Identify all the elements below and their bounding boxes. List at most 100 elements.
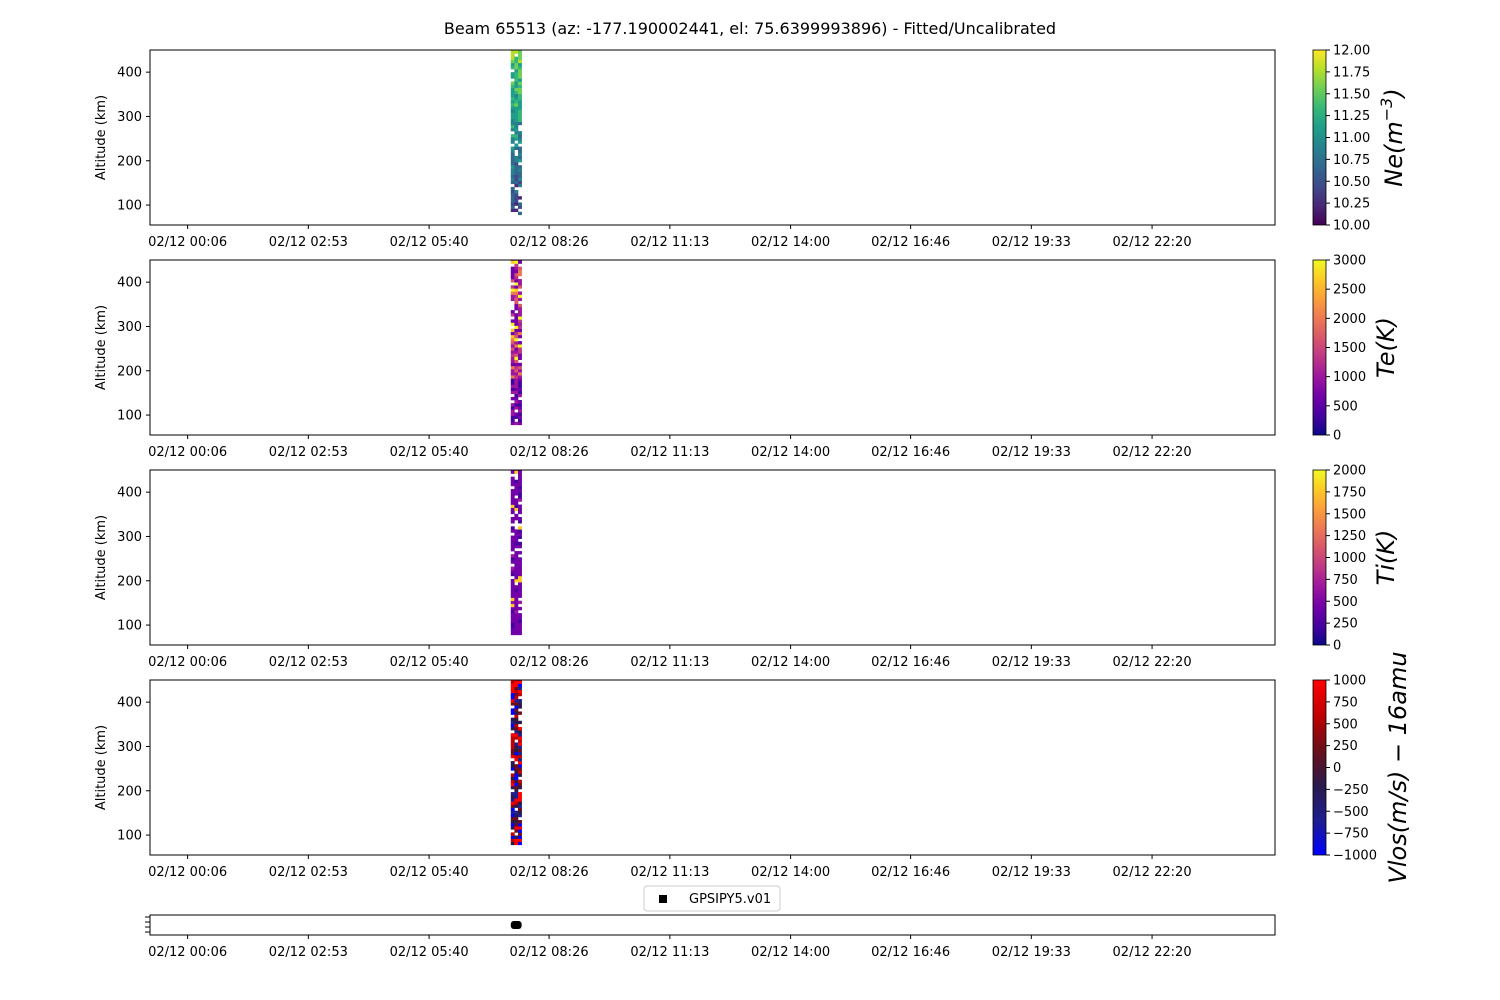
heatmap-cell xyxy=(514,158,519,163)
heatmap-cell xyxy=(510,205,515,209)
heatmap-cell xyxy=(518,350,522,354)
heatmap-cell xyxy=(514,541,519,546)
panel-frame xyxy=(149,49,1276,226)
heatmap-cell xyxy=(514,723,519,728)
heatmap-cell xyxy=(518,81,522,85)
heatmap-cell xyxy=(510,81,515,85)
y-axis-label: Altitude (km) xyxy=(94,515,109,600)
heatmap-cell xyxy=(514,628,519,633)
heatmap-cell xyxy=(518,479,522,484)
heatmap-cell xyxy=(514,100,519,104)
heatmap-cell xyxy=(510,489,515,493)
heatmap-cell xyxy=(514,578,519,583)
heatmap-cell xyxy=(518,476,522,481)
heatmap-cell xyxy=(510,359,515,364)
heatmap-cell xyxy=(518,168,522,172)
heatmap-cell xyxy=(510,334,515,339)
heatmap-cell xyxy=(514,93,519,98)
heatmap-cell xyxy=(514,124,519,129)
heatmap-cell xyxy=(510,619,515,623)
heatmap-cell xyxy=(510,381,515,385)
heatmap-cell xyxy=(510,50,515,54)
heatmap-cell xyxy=(510,764,515,768)
heatmap-cell xyxy=(514,294,519,298)
heatmap-cell xyxy=(510,415,515,419)
colorbar xyxy=(1312,259,1327,436)
heatmap-cell xyxy=(514,816,519,821)
x-tick-label: 02/12 14:00 xyxy=(751,235,830,250)
heatmap-cell xyxy=(518,770,522,774)
heatmap-cell xyxy=(514,331,519,336)
y-tick-label: 100 xyxy=(117,619,142,634)
heatmap-cell xyxy=(518,492,522,496)
heatmap-cell xyxy=(510,535,515,539)
heatmap-cell xyxy=(514,375,519,379)
heatmap-cell xyxy=(518,736,522,740)
heatmap-cell xyxy=(518,751,522,756)
heatmap-cell xyxy=(514,84,519,88)
x-ticks: 02/12 00:06 02/12 02:53 02/12 05:40 02/12 0… xyxy=(148,435,1192,460)
heatmap-cell xyxy=(510,554,515,558)
heatmap-cell xyxy=(510,560,515,564)
heatmap-cell xyxy=(514,72,519,76)
colorbar-ticks: 0 500 1000 1500 2000 2500 3000 xyxy=(1326,254,1366,444)
heatmap-cell xyxy=(514,269,519,274)
x-tick-label: 02/12 16:46 xyxy=(871,655,950,670)
heatmap-cell xyxy=(514,826,519,830)
heatmap-cell xyxy=(518,106,522,110)
heatmap-cell xyxy=(518,282,522,286)
colorbar-tick-label: −250 xyxy=(1333,783,1369,798)
heatmap-cell xyxy=(518,689,522,694)
heatmap-cell xyxy=(518,832,522,836)
heatmap-cell xyxy=(518,131,522,135)
colorbar-tick-label: 10.00 xyxy=(1333,219,1370,234)
heatmap-cell xyxy=(518,680,522,684)
heatmap-cell xyxy=(518,594,522,598)
heatmap-cell xyxy=(514,482,519,487)
heatmap-cell xyxy=(514,585,519,589)
heatmap-cell xyxy=(510,516,515,521)
heatmap-cell xyxy=(518,93,522,98)
heatmap-cell xyxy=(510,100,515,104)
colorbar-ticks: 1000 750 500 250 0 −250 −500 −750 −1000 xyxy=(1326,674,1377,864)
colorbar xyxy=(1312,469,1327,646)
heatmap-cell xyxy=(518,87,522,92)
heatmap-cell xyxy=(518,798,522,802)
heatmap-cell xyxy=(518,196,522,200)
x-tick-label: 02/12 11:13 xyxy=(630,235,709,250)
heatmap-cell xyxy=(518,613,522,617)
heatmap-cell xyxy=(518,72,522,76)
heatmap-cell xyxy=(518,421,522,426)
heatmap-cell xyxy=(510,622,515,626)
heatmap-cell xyxy=(518,381,522,385)
heatmap-cell xyxy=(518,498,522,502)
colorbar-tick-label: 10.75 xyxy=(1333,153,1370,168)
heatmap-cell xyxy=(514,529,519,533)
heatmap-cell xyxy=(510,103,515,107)
heatmap-cell xyxy=(514,686,519,691)
timeline-data-marker xyxy=(510,921,522,929)
heatmap-cell xyxy=(514,613,519,617)
heatmap-cell xyxy=(514,616,519,620)
heatmap-cell xyxy=(510,90,515,95)
heatmap-cell xyxy=(518,313,522,317)
heatmap-cell xyxy=(514,501,519,505)
heatmap-cell xyxy=(514,489,519,493)
heatmap-cell xyxy=(518,495,522,499)
heatmap-cell xyxy=(510,826,515,830)
heatmap-cell xyxy=(518,115,522,119)
heatmap-cell xyxy=(518,180,522,185)
x-tick-label: 02/12 16:46 xyxy=(871,235,950,250)
heatmap-cell xyxy=(510,202,515,206)
x-tick-label: 02/12 16:46 xyxy=(871,945,950,960)
heatmap-cell xyxy=(514,544,519,549)
heatmap-cell xyxy=(518,328,522,333)
heatmap-cell xyxy=(514,353,519,357)
heatmap-cell xyxy=(510,695,515,700)
panel-frame xyxy=(149,259,1276,436)
heatmap-cell xyxy=(514,631,519,636)
heatmap-cell xyxy=(510,168,515,172)
heatmap-cell xyxy=(514,554,519,558)
heatmap-cell xyxy=(518,551,522,555)
heatmap-cell xyxy=(514,183,519,188)
